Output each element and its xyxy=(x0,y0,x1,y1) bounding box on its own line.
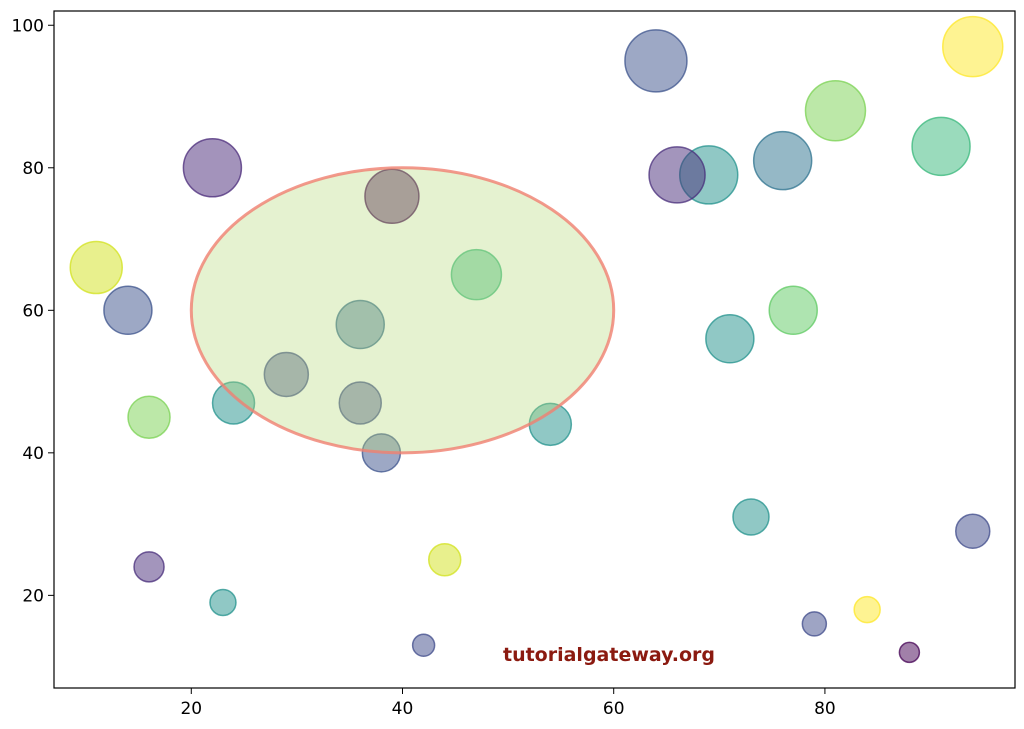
scatter-point-2 xyxy=(624,29,688,93)
y-axis: 20 40 60 80 100 xyxy=(12,16,54,606)
y-tick-label: 40 xyxy=(22,444,44,464)
x-tick-label: 80 xyxy=(814,699,836,719)
x-axis: 20 40 60 80 xyxy=(180,688,836,719)
scatter-point-14 xyxy=(335,299,386,350)
x-tick-label: 40 xyxy=(392,699,414,719)
y-tick-label: 20 xyxy=(22,586,44,606)
scatter-point-27 xyxy=(853,595,881,624)
scatter-point-24 xyxy=(427,542,462,577)
scatter-point-15 xyxy=(705,314,755,364)
scatter-point-3 xyxy=(804,80,867,142)
scatter-point-11 xyxy=(450,248,503,301)
scatter-point-8 xyxy=(648,146,706,204)
points-layer xyxy=(69,15,1004,664)
scatter-point-18 xyxy=(338,381,383,425)
annotation-layer xyxy=(189,166,616,455)
scatter-point-19 xyxy=(127,395,171,439)
scatter-point-28 xyxy=(801,611,828,637)
watermark-text: tutorialgateway.org xyxy=(503,644,715,666)
scatter-point-12 xyxy=(103,285,153,336)
scatter-point-25 xyxy=(133,551,165,583)
y-tick-label: 60 xyxy=(22,301,44,321)
scatter-point-30 xyxy=(898,641,921,664)
x-tick-label: 20 xyxy=(180,699,202,719)
scatter-point-13 xyxy=(768,285,818,336)
scatter-point-10 xyxy=(69,240,123,295)
axes-frame xyxy=(53,10,1016,689)
scatter-point-1 xyxy=(942,15,1004,78)
scatter-point-22 xyxy=(732,498,770,536)
scatter-point-4 xyxy=(911,116,971,177)
y-tick-label: 100 xyxy=(12,16,44,36)
y-tick-label: 80 xyxy=(22,159,44,179)
scatter-point-26 xyxy=(209,588,237,617)
scatter-point-29 xyxy=(411,633,436,657)
highlight-ellipse xyxy=(189,166,616,455)
scatter-point-5 xyxy=(752,130,813,191)
scatter-point-17 xyxy=(211,381,256,425)
x-tick-label: 60 xyxy=(603,699,625,719)
scatter-point-16 xyxy=(263,351,310,398)
scatter-point-6 xyxy=(182,138,243,198)
scatter-point-23 xyxy=(955,513,991,549)
